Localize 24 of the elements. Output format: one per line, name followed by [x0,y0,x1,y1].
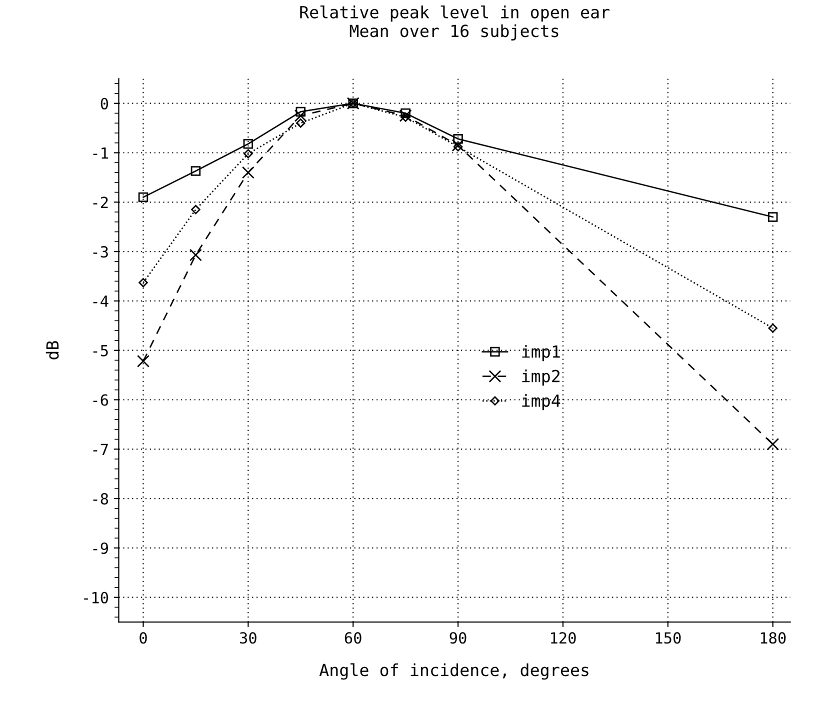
legend-label: imp4 [522,394,560,410]
legend-label: imp1 [522,344,560,362]
x-tick-label: 180 [760,632,786,644]
y-tick-label: -1 [93,147,108,159]
x-tick-label: 30 [240,632,256,644]
x-tick-label: 90 [450,632,466,644]
y-tick-label: -2 [93,196,108,208]
y-tick-label: -10 [84,592,108,604]
x-tick-label: 150 [656,632,681,644]
y-tick-label: 0 [100,98,108,110]
y-tick-label: -5 [93,345,108,356]
y-tick-label: -9 [93,542,108,554]
x-axis-title: Angle of incidence, degrees [319,663,588,680]
legend-label: imp2 [522,370,560,386]
x-tick-label: 120 [551,632,576,644]
y-axis-title: dB [46,341,59,360]
y-tick-label: -3 [93,246,108,258]
x-tick-label: 60 [344,632,362,644]
x-tick-label: 0 [140,632,147,644]
y-tick-label: -4 [93,296,108,307]
chart-title: Relative peak level in open ear Mean over 16 subjects [300,5,610,40]
y-tick-label: -8 [93,493,108,505]
y-tick-label: -6 [93,394,108,406]
y-tick-label: -7 [93,444,108,455]
